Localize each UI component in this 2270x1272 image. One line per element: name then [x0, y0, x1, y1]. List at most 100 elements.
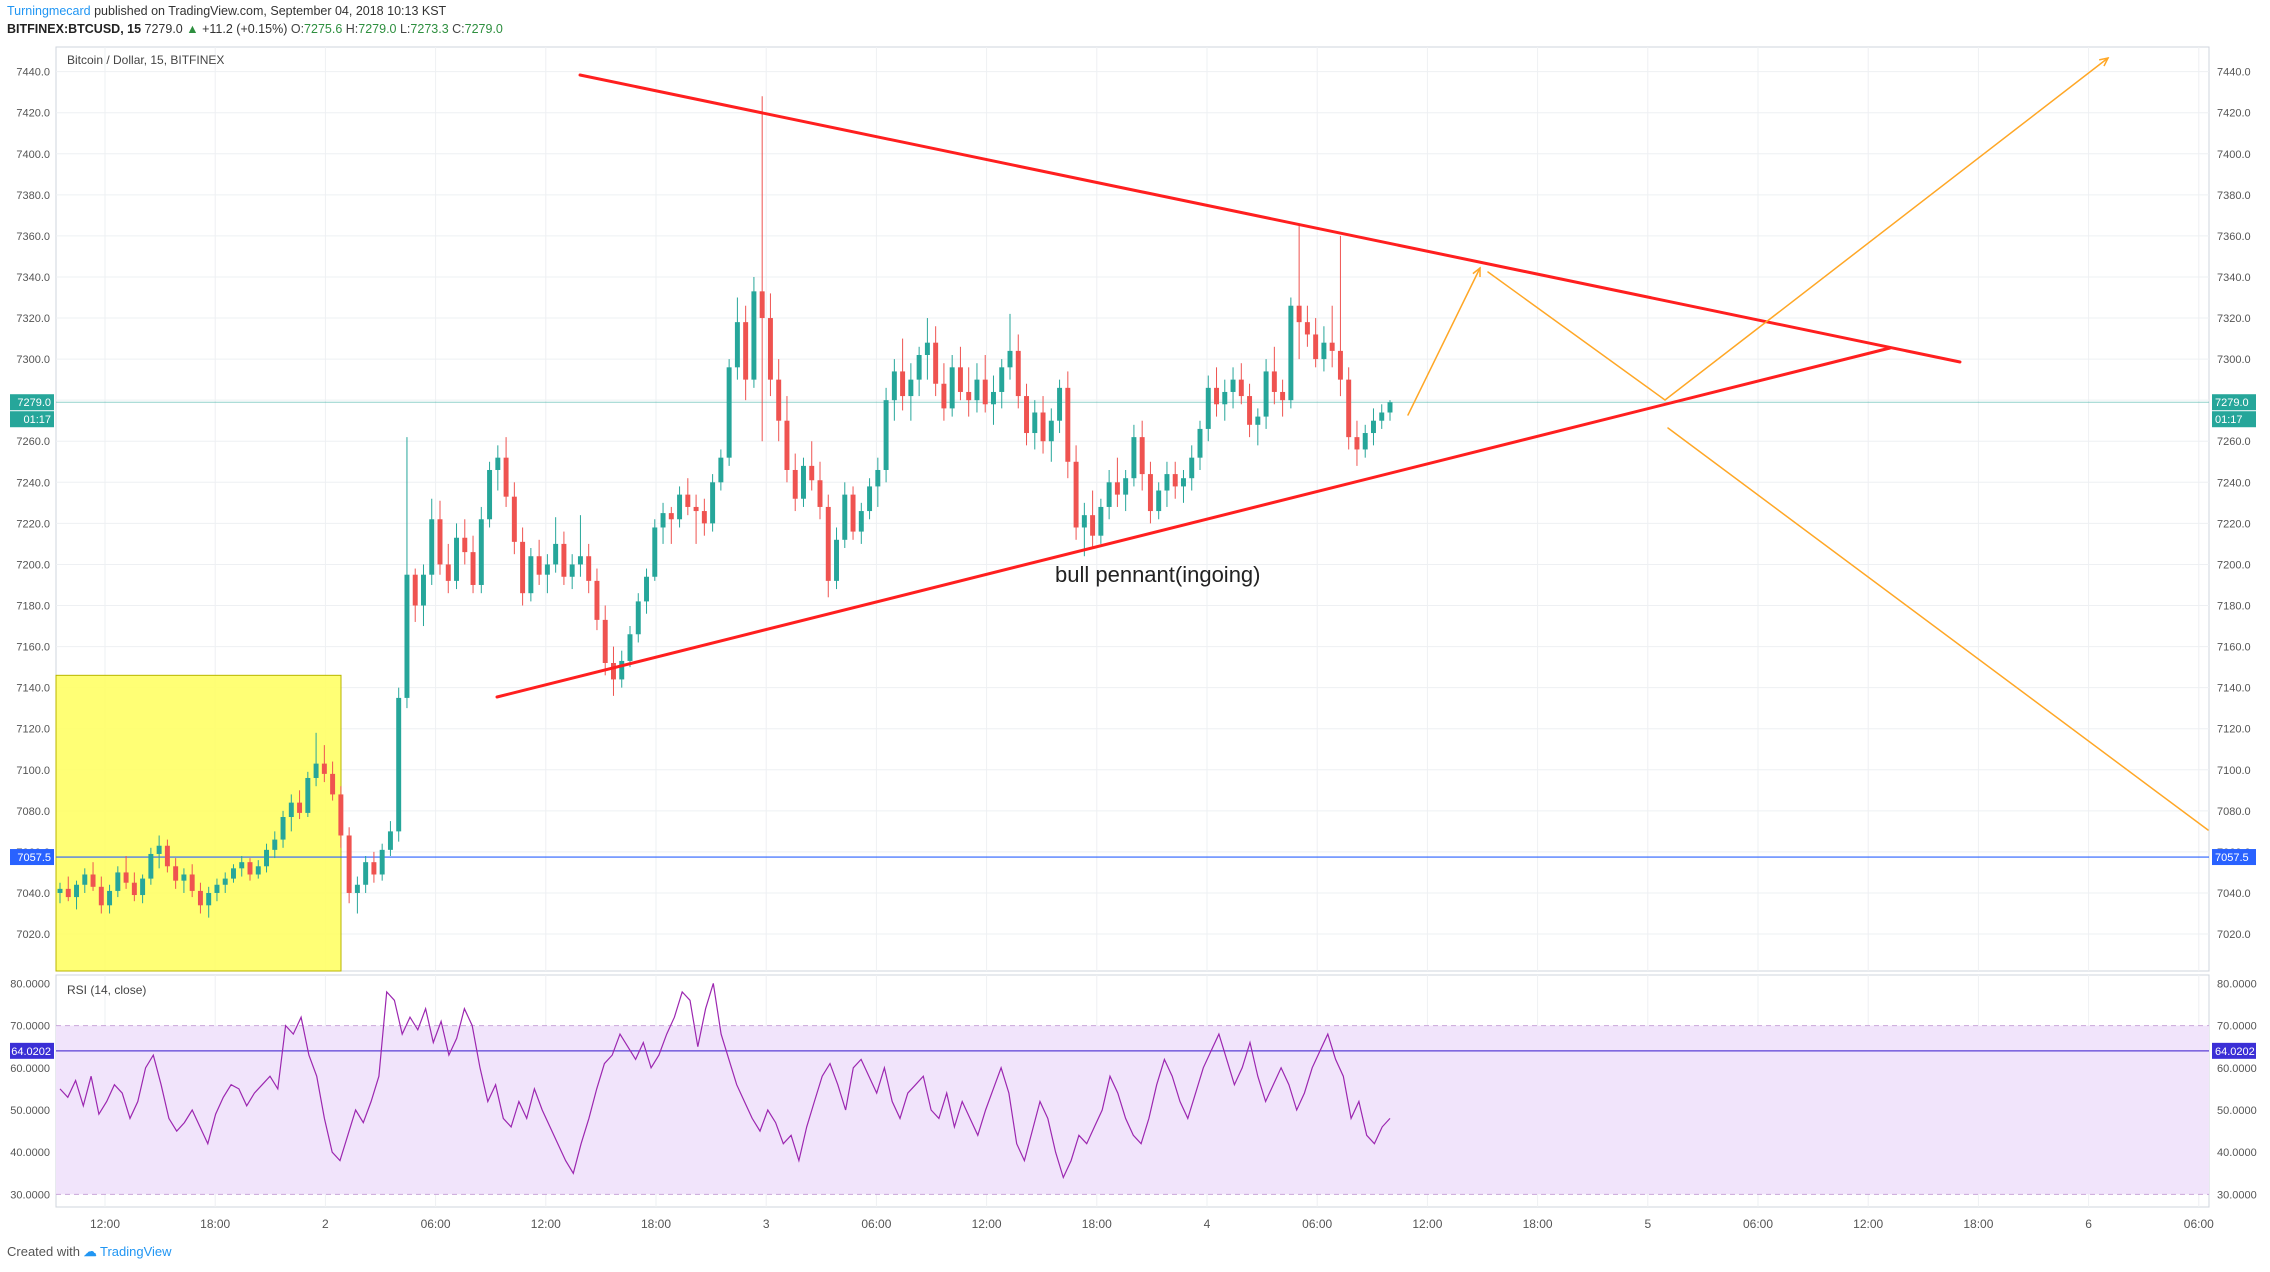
- axis-labels: 12:00 18:00 2 06:00 12:00 18:00 3 06:00 12:00 18:…: [10, 67, 2257, 1231]
- time-tick-label: 12:00: [90, 1217, 120, 1231]
- candle-body: [858, 511, 864, 532]
- candle-body: [528, 556, 534, 594]
- author-link[interactable]: Turningmecard: [7, 4, 91, 18]
- candle-body: [1098, 506, 1104, 536]
- candle-body: [363, 862, 369, 885]
- candle-body: [1131, 437, 1137, 479]
- candle-body: [767, 318, 773, 380]
- price-tick-label-left: 7100.0: [16, 765, 50, 777]
- candle-body: [1222, 391, 1228, 405]
- candle-body: [933, 342, 939, 384]
- low-value: 7273.3: [410, 22, 449, 36]
- candle-body: [850, 494, 856, 532]
- candle-body: [776, 379, 782, 421]
- pattern-annotation[interactable]: bull pennant(ingoing): [1055, 562, 1261, 587]
- tradingview-brand[interactable]: TradingView: [100, 1244, 172, 1259]
- candle-body: [437, 519, 443, 565]
- rsi-tick-label-left: 60.0000: [10, 1063, 50, 1075]
- countdown-tag-right-bg: [2212, 411, 2256, 428]
- candle-body: [677, 494, 683, 520]
- price-tick-label-right: 7260.0: [2217, 436, 2251, 448]
- candle-body: [98, 886, 104, 906]
- candle-body: [924, 342, 930, 355]
- candle-body: [412, 574, 418, 606]
- candle-body: [140, 878, 146, 896]
- rsi-tick-label-left: 50.0000: [10, 1105, 50, 1117]
- price-tick-label-left: 7140.0: [16, 683, 50, 695]
- candle-body: [652, 527, 658, 577]
- candle-body: [751, 291, 757, 380]
- level-tag-right-bg: [2212, 849, 2256, 866]
- projection-breakdown: [1667, 427, 2209, 831]
- tradingview-logo-icon: ☁: [83, 1244, 97, 1259]
- highlight-box: [55, 674, 342, 972]
- candle-body: [743, 322, 749, 380]
- high-label: H:: [345, 22, 359, 36]
- candle-body: [1040, 412, 1046, 442]
- candle-body: [1015, 350, 1021, 397]
- price-tick-label-left: 7320.0: [16, 313, 50, 325]
- time-tick-label: 06:00: [861, 1217, 891, 1231]
- low-label: L:: [399, 22, 411, 36]
- candle-body: [569, 564, 575, 577]
- arrowhead-up-icon: [1472, 266, 1481, 277]
- time-tick-label: 5: [1644, 1217, 1651, 1231]
- candle-body: [371, 862, 377, 875]
- candle-body: [999, 367, 1005, 392]
- highlight-rect: [55, 674, 342, 972]
- rsi-tick-label-left: 80.0000: [10, 978, 50, 990]
- candle-body: [974, 379, 980, 401]
- price-tick-label-right: 7140.0: [2217, 683, 2251, 695]
- candle-body: [1280, 391, 1286, 401]
- candle-body: [421, 574, 426, 606]
- rsi-tag-left-bg: [10, 1042, 54, 1059]
- candle-body: [710, 482, 716, 524]
- trend-drawings[interactable]: [495, 56, 2209, 831]
- candle-body: [941, 383, 947, 409]
- price-tick-label-left: 7340.0: [16, 272, 50, 284]
- price-tick-label-right: 7200.0: [2217, 559, 2251, 571]
- candle-body: [321, 763, 327, 774]
- candle-body: [991, 391, 996, 405]
- candle-body: [693, 506, 699, 512]
- candle-body: [1181, 478, 1186, 487]
- candle-body: [462, 537, 468, 553]
- candle-body: [156, 845, 162, 854]
- rsi-tick-label-right: 50.0000: [2217, 1105, 2257, 1117]
- candle-body: [164, 845, 170, 867]
- candle-body: [1139, 437, 1145, 475]
- high-value: 7279.0: [358, 22, 397, 36]
- price-tick-label-left: 7420.0: [16, 108, 50, 120]
- candle-body: [272, 839, 278, 850]
- rsi-band: [56, 1025, 2209, 1195]
- price-tick-label-left: 7300.0: [16, 354, 50, 366]
- candle-body: [1387, 402, 1393, 413]
- candle-body: [586, 556, 592, 581]
- candle-body: [982, 379, 988, 405]
- price-tick-label-left: 7120.0: [16, 724, 50, 736]
- last-price-value: 7279.0: [144, 22, 183, 36]
- candle-body: [660, 513, 666, 528]
- candle-body: [346, 835, 352, 893]
- candle-body: [181, 874, 187, 881]
- candle-body: [131, 882, 137, 896]
- price-pane-border: [55, 46, 2210, 972]
- candle-body: [916, 355, 922, 380]
- time-tick-label: 18:00: [200, 1217, 230, 1231]
- candle-body: [379, 849, 385, 875]
- candle-body: [1230, 379, 1236, 392]
- candle-body: [801, 465, 806, 499]
- chart-header: Turningmecard published on TradingView.c…: [7, 2, 503, 38]
- candle-body: [1247, 396, 1253, 425]
- rsi-tick-label-left: 30.0000: [10, 1189, 50, 1201]
- candle-body: [239, 862, 245, 869]
- candle-body: [231, 868, 236, 879]
- created-with-label: Created with: [7, 1244, 80, 1259]
- rsi-pane-title: RSI (14, close): [67, 983, 146, 997]
- candle-body: [1337, 350, 1343, 380]
- last-price-tag-right-bg: [2212, 394, 2256, 411]
- candle-body: [536, 556, 542, 575]
- candle-body: [842, 494, 848, 540]
- candle-body: [82, 874, 88, 885]
